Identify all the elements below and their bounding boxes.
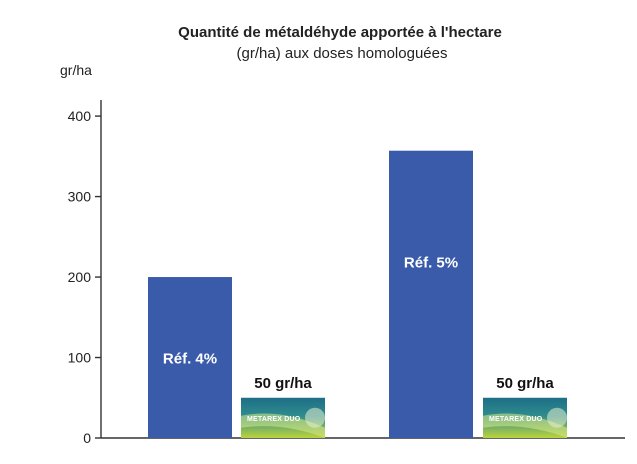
logo-leaf-icon [305,407,325,428]
product-label: 50 gr/ha [254,375,312,392]
bar [148,277,232,438]
y-tick-label: 0 [83,430,91,446]
product-marks: METAREX DUO 50 gr/ha METAREX DUO 50 gr/ha [241,375,567,438]
logo-swoosh [483,413,567,438]
product-bar: METAREX DUO [483,397,567,438]
product-label: 50 gr/ha [496,375,554,392]
chart-title: Quantité de métaldéhyde apportée à l'hec… [178,24,502,41]
bar [389,150,473,438]
product-logo-text: METAREX DUO [489,416,543,423]
y-tick-label: 300 [68,189,92,205]
y-axis-label: gr/ha [60,62,92,78]
bar-label: Réf. 4% [163,351,217,368]
chart-subtitle: (gr/ha) aux doses homologuées [237,45,448,62]
bar-label: Réf. 5% [404,254,458,271]
product-logo-text: METAREX DUO [247,416,301,423]
y-tick-label: 100 [68,350,92,366]
y-tick-label: 400 [68,108,92,124]
product-bar: METAREX DUO [241,397,325,438]
logo-swoosh [241,413,325,438]
y-ticks: 0 100 200 300 400 [68,108,101,446]
y-tick-label: 200 [68,269,92,285]
bars: Réf. 4% Réf. 5% [148,150,473,438]
logo-leaf-icon [547,407,567,428]
